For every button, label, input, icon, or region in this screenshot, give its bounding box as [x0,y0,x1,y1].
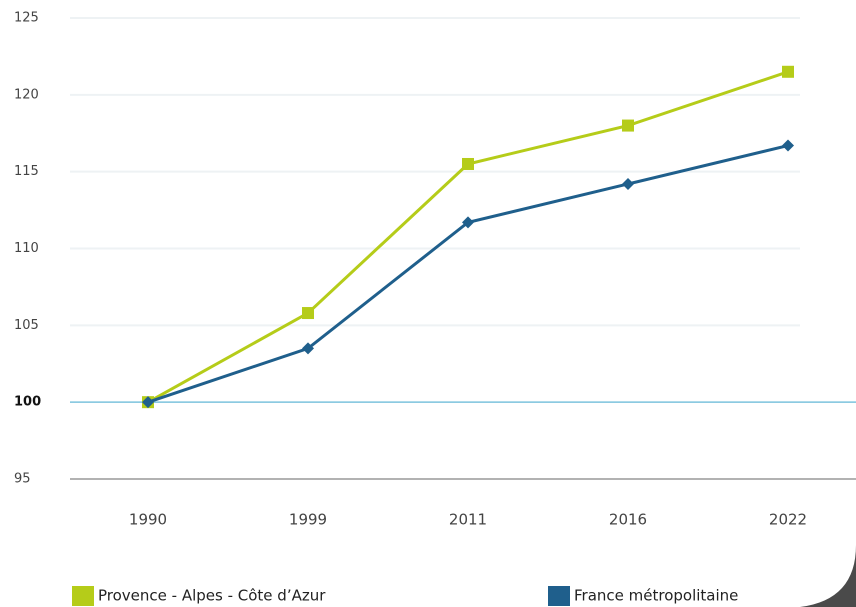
marker [462,216,474,229]
marker [622,177,634,190]
legend-label: France métropolitaine [574,587,738,605]
y-tick-label: 100 [14,395,41,410]
marker [142,396,154,409]
y-tick-label: 95 [14,472,31,487]
y-tick-label: 120 [14,87,39,102]
series-line [147,70,789,404]
y-tick-label: 110 [14,241,39,256]
x-tick-label: 2011 [449,511,487,529]
x-tick-label: 1990 [129,511,167,529]
x-tick-label: 2022 [769,511,807,529]
x-tick-label: 2016 [609,511,647,529]
marker [782,139,794,152]
card-corner [800,545,856,607]
series-line [147,144,789,404]
marker [302,307,314,320]
legend-swatch [548,586,570,606]
y-tick-label: 125 [14,11,39,26]
x-tick-label: 1999 [289,511,327,529]
y-tick-label: 115 [14,164,39,179]
marker [622,119,634,132]
marker [462,157,474,170]
legend-label: Provence - Alpes - Côte d’Azur [98,587,326,605]
marker [782,65,794,78]
y-tick-label: 105 [14,318,39,333]
marker [302,342,314,355]
legend-swatch [72,586,94,606]
